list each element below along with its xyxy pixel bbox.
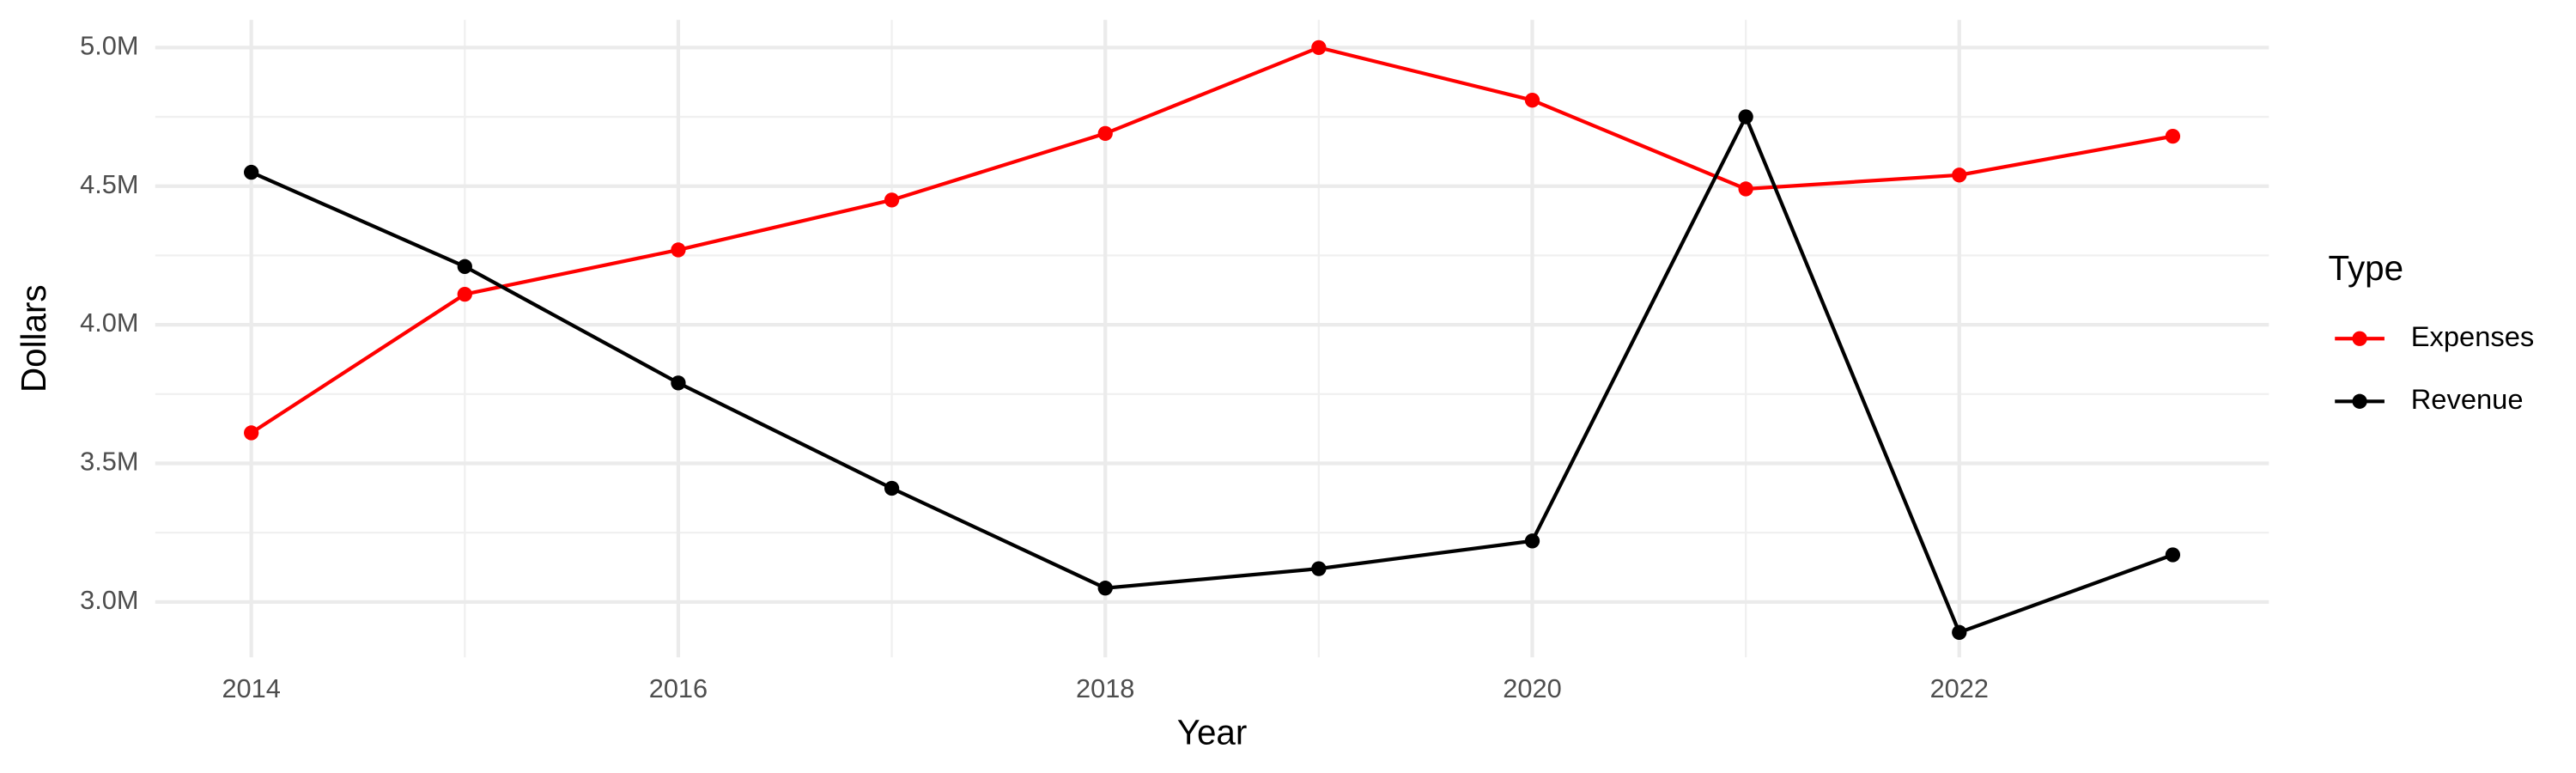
y-tick-label: 4.0M xyxy=(80,307,138,338)
point xyxy=(1097,125,1113,142)
legend-key-point xyxy=(2352,393,2367,409)
point xyxy=(1311,561,1327,576)
point xyxy=(2165,128,2181,144)
point xyxy=(1952,624,1967,640)
point xyxy=(2165,547,2181,563)
legend-label: Revenue xyxy=(2411,383,2524,415)
line xyxy=(250,112,2174,636)
point xyxy=(671,242,686,258)
point xyxy=(1311,40,1327,56)
legend-title: Type xyxy=(2329,248,2404,288)
point xyxy=(671,375,686,391)
point xyxy=(244,425,259,441)
y-tick-label: 5.0M xyxy=(80,30,138,60)
point xyxy=(884,192,900,208)
x-tick-label: 2020 xyxy=(1503,673,1561,703)
legend-label: Expenses xyxy=(2411,320,2535,352)
point xyxy=(1738,109,1753,125)
y-axis-title: Dollars xyxy=(14,284,53,393)
point xyxy=(457,286,472,302)
point xyxy=(1952,167,1967,183)
line xyxy=(250,46,2173,435)
y-tick-label: 4.5M xyxy=(80,169,138,199)
x-axis-title: Year xyxy=(1177,712,1248,752)
y-tick-label: 3.0M xyxy=(80,585,138,615)
x-tick-label: 2018 xyxy=(1076,673,1134,703)
point xyxy=(1524,93,1540,108)
point xyxy=(244,164,259,180)
legend-key-point xyxy=(2352,331,2367,346)
point xyxy=(457,259,472,274)
x-tick-label: 2022 xyxy=(1930,673,1989,703)
y-tick-label: 3.5M xyxy=(80,447,138,477)
point xyxy=(884,480,900,496)
point xyxy=(1738,181,1753,197)
x-tick-label: 2016 xyxy=(649,673,708,703)
point xyxy=(1097,581,1113,596)
x-tick-label: 2014 xyxy=(222,673,280,703)
point xyxy=(1524,533,1540,549)
